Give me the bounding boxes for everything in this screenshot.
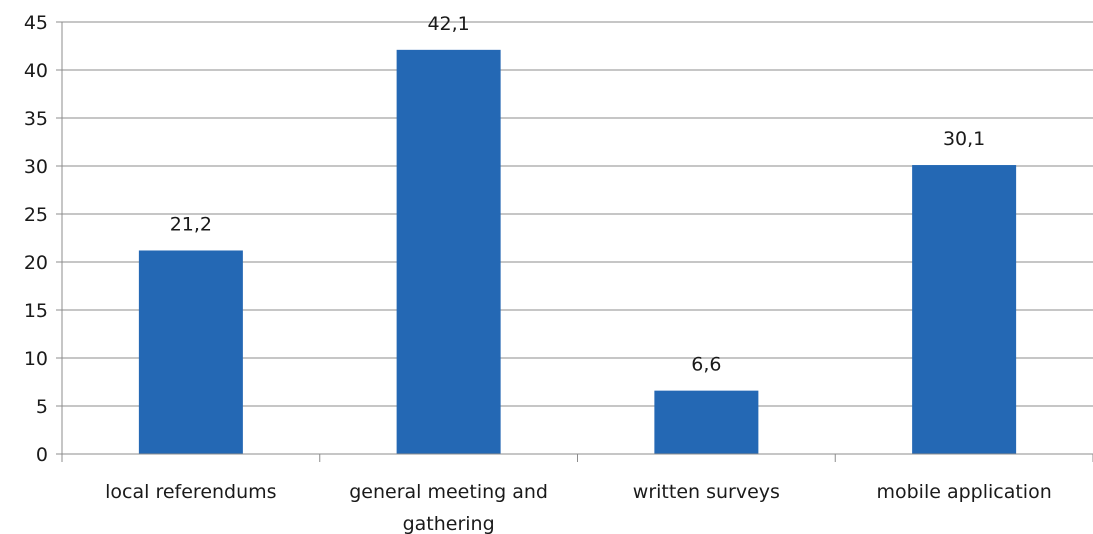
data-label: 42,1 (427, 13, 469, 35)
x-tick-label: written surveys (633, 481, 780, 503)
y-tick-label: 40 (24, 60, 48, 82)
x-tick-label: local referendums (105, 481, 276, 503)
y-tick-label: 20 (24, 252, 48, 274)
y-tick-label: 35 (24, 108, 48, 130)
y-tick-label: 5 (36, 396, 48, 418)
y-tick-label: 45 (24, 12, 48, 34)
data-label: 21,2 (170, 213, 212, 235)
x-tick-label: general meeting and (349, 481, 548, 503)
labels: 0 5 10 15 20 25 30 35 40 45 21,2 local referendums 4… (24, 12, 1052, 534)
bar (396, 49, 501, 455)
y-tick-label: 0 (36, 444, 48, 466)
data-label: 30,1 (943, 128, 985, 150)
bar (912, 165, 1017, 455)
bar (138, 250, 243, 454)
bar (654, 390, 759, 454)
data-label: 6,6 (691, 354, 721, 376)
y-tick-label: 30 (24, 156, 48, 178)
y-tick-label: 10 (24, 348, 48, 370)
x-tick-label: mobile application (876, 481, 1051, 503)
bars (138, 49, 1017, 455)
y-tick-label: 15 (24, 300, 48, 322)
x-tick-label: gathering (403, 513, 495, 534)
axes (56, 21, 1093, 462)
y-tick-label: 25 (24, 204, 48, 226)
